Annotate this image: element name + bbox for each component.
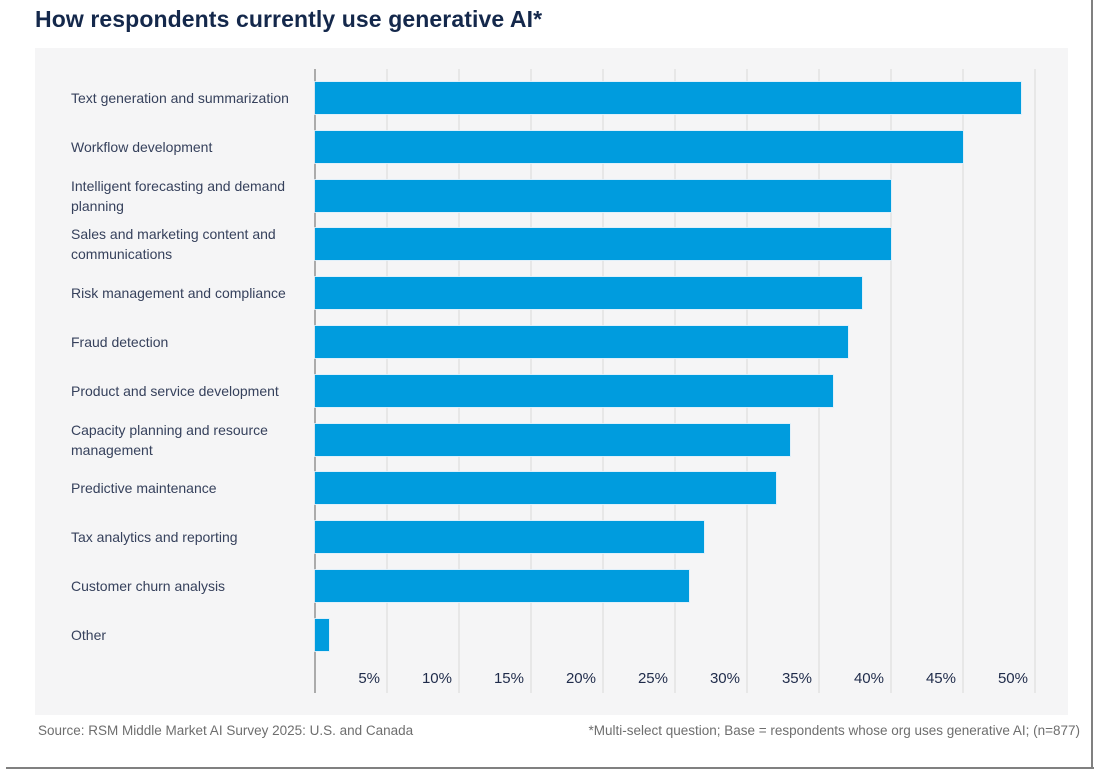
- x-tick-label: 45%: [925, 670, 956, 687]
- category-label: Text generation and summarization: [71, 90, 289, 106]
- chart-panel: Text generation and summarization Workflo…: [35, 48, 1068, 715]
- gridline: [1034, 69, 1036, 693]
- bar: [314, 227, 892, 262]
- page-right-border: [1091, 0, 1093, 769]
- bar: [314, 129, 964, 164]
- bar: [313, 422, 792, 457]
- category-label: Intelligent forecasting and demand plann…: [71, 177, 286, 214]
- x-tick-label: 20%: [565, 670, 596, 687]
- gridline: [962, 69, 964, 693]
- category-label: Product and service development: [71, 382, 279, 399]
- category-label: Tax analytics and reporting: [71, 529, 238, 546]
- bar: [313, 373, 835, 408]
- source-note: Source: RSM Middle Market AI Survey 2025…: [38, 723, 414, 738]
- bar: [314, 178, 892, 213]
- x-tick-label: 35%: [781, 670, 812, 687]
- chart-footer: Source: RSM Middle Market AI Survey 2025…: [38, 722, 1080, 740]
- category-label: Predictive maintenance: [71, 480, 217, 497]
- bar: [314, 81, 1022, 115]
- x-tick-label: 10%: [421, 670, 452, 687]
- x-tick-label: 30%: [709, 670, 740, 687]
- bar: [314, 520, 705, 555]
- category-label: Sales and marketing content and communic…: [71, 226, 276, 263]
- x-tick-label: 50%: [997, 670, 1028, 687]
- category-label: Fraud detection: [71, 334, 169, 350]
- x-tick-label: 15%: [493, 670, 524, 687]
- bar: [314, 325, 849, 359]
- category-label: Customer churn analysis: [71, 578, 226, 594]
- x-tick-label: 40%: [853, 670, 884, 687]
- category-label: Capacity planning and resource managemen…: [71, 421, 268, 458]
- chart-title: How respondents currently use generative…: [35, 6, 543, 32]
- category-label: Other: [71, 626, 107, 643]
- gridline: [890, 69, 892, 693]
- category-label: Workflow development: [71, 138, 213, 155]
- footnote: *Multi-select question; Base = responden…: [588, 723, 1080, 738]
- page-bottom-border: [6, 767, 1094, 769]
- x-tick-label: 25%: [637, 670, 668, 687]
- bar: [313, 617, 331, 652]
- category-label: Risk management and compliance: [71, 285, 286, 302]
- x-tick-label: 5%: [358, 670, 380, 687]
- bar: [314, 471, 777, 506]
- bar: [313, 569, 691, 603]
- bar: [313, 276, 864, 311]
